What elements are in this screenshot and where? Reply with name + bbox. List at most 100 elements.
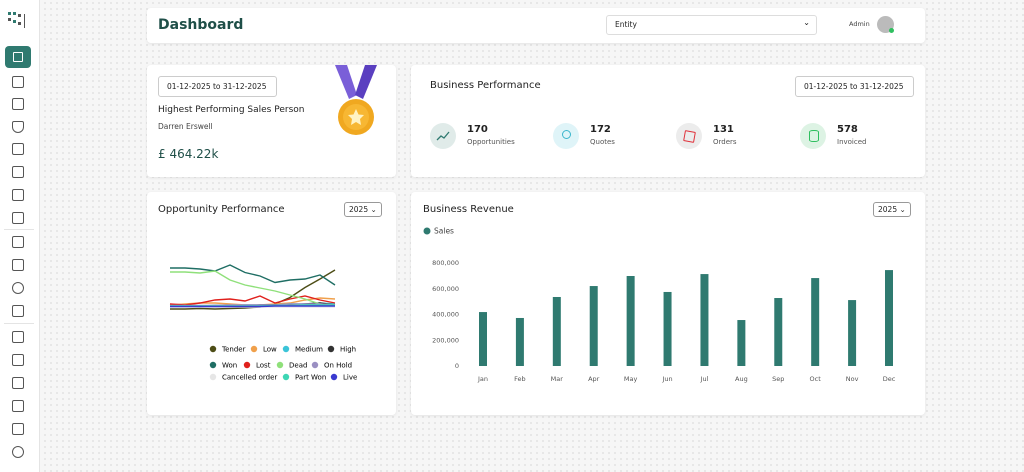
sidebar [0, 0, 40, 472]
card-title: Highest Performing Sales Person [158, 105, 305, 115]
legend-label: High [340, 346, 356, 354]
legend-marker [243, 361, 251, 369]
chart-title: Opportunity Performance [158, 204, 285, 215]
x-tick-label: May [624, 375, 638, 383]
legend-label: Part Won [295, 374, 326, 382]
legend-marker [311, 361, 319, 369]
opportunity-card: Opportunity Performance 2025 ⌄ Tender Low… [147, 192, 396, 415]
nav-icon[interactable] [12, 377, 24, 389]
amount: £ 464.22k [158, 147, 219, 161]
x-tick-label: Jun [661, 375, 672, 383]
year-select-text: 2025 [349, 205, 369, 214]
bar [848, 300, 857, 366]
year-select[interactable]: 2025 ⌄ [873, 202, 911, 217]
bar [552, 296, 561, 366]
y-tick-label: 200,000 [432, 336, 459, 344]
x-tick-label: Oct [810, 375, 822, 383]
entity-select[interactable]: Entity ⌄ [606, 15, 817, 35]
legend-label: Won [222, 362, 237, 370]
x-tick-label: Mar [551, 375, 564, 383]
stat-value: 578 [837, 124, 858, 135]
revenue-card: Business Revenue 2025 ⌄ 0 200,000 400,000 6… [411, 192, 925, 415]
bar [589, 286, 598, 366]
nav-icon[interactable] [12, 189, 24, 201]
series-line [170, 305, 335, 308]
bar [737, 320, 746, 366]
x-tick-label: Nov [846, 375, 859, 383]
x-tick-label: Dec [883, 375, 896, 383]
legend-label: Low [263, 346, 277, 354]
stat-label: Invoiced [837, 138, 867, 146]
bar [811, 278, 820, 366]
legend-label: Tender [221, 346, 246, 354]
x-tick-label: Aug [735, 375, 748, 383]
bar [663, 291, 672, 366]
legend-marker [330, 373, 338, 381]
series-line [170, 270, 336, 306]
nav-icon[interactable] [12, 423, 24, 435]
date-range[interactable]: 01-12-2025 to 31-12-2025 [158, 76, 277, 97]
legend-label: Lost [256, 362, 271, 370]
legend-marker [327, 345, 335, 353]
nav-icon[interactable] [12, 143, 24, 155]
stat-label: Orders [713, 138, 737, 146]
nav-home[interactable] [5, 46, 31, 68]
person-name: Darren Erswell [158, 122, 213, 131]
bar [774, 298, 783, 366]
header: Dashboard Entity ⌄ Admin [147, 8, 925, 43]
stat-value: 131 [713, 124, 734, 135]
legend-marker [209, 345, 217, 353]
date-range[interactable]: 01-12-2025 to 31-12-2025 [795, 76, 914, 97]
legend-marker [209, 373, 217, 381]
legend-label: Medium [295, 346, 323, 354]
entity-select-text: Entity [615, 20, 637, 29]
nav-icon[interactable] [12, 166, 24, 178]
legend-label: On Hold [324, 362, 352, 370]
nav-icon[interactable] [12, 331, 24, 343]
stat-value: 170 [467, 124, 488, 135]
legend-marker [423, 227, 431, 235]
bar [626, 276, 635, 366]
nav-icon[interactable] [12, 259, 24, 271]
bar [479, 312, 487, 366]
stat-value: 172 [590, 124, 611, 135]
bar [515, 317, 524, 366]
card-title: Business Performance [430, 80, 541, 91]
legend-label: Dead [289, 362, 307, 370]
year-select[interactable]: 2025 ⌄ [344, 202, 382, 217]
legend-marker [282, 373, 290, 381]
page-title: Dashboard [158, 17, 244, 33]
legend-label: Live [343, 374, 357, 382]
chart-title: Business Revenue [423, 204, 514, 215]
x-tick-label: Sep [772, 375, 784, 383]
legend-label: Cancelled order [222, 374, 277, 382]
nav-icon[interactable] [12, 282, 24, 294]
nav-icon[interactable] [12, 76, 24, 88]
nav-icon[interactable] [12, 400, 24, 412]
x-tick-label: Jan [477, 375, 488, 383]
series-line [169, 295, 336, 306]
sales-person-card: 01-12-2025 to 31-12-2025 Highest Perform… [147, 65, 396, 177]
nav-icon[interactable] [12, 354, 24, 366]
opportunity-chart: Tender Low Medium High Won Lost Dead On Hold Can… [169, 264, 357, 382]
nav-icon[interactable] [12, 446, 24, 458]
y-tick-label: 0 [455, 362, 459, 370]
nav-icon[interactable] [12, 98, 24, 110]
bar [700, 274, 709, 366]
stat-label: Quotes [590, 138, 615, 146]
legend-marker [209, 361, 217, 369]
y-tick-label: 400,000 [432, 311, 459, 319]
nav-icon[interactable] [12, 305, 24, 317]
legend-marker [250, 345, 258, 353]
series-line [170, 264, 336, 286]
year-select-text: 2025 [878, 205, 898, 214]
nav-icon[interactable] [12, 212, 24, 224]
user-name: Admin [849, 20, 870, 28]
logo [8, 12, 25, 28]
nav-icon[interactable] [12, 121, 24, 133]
y-tick-label: 600,000 [432, 285, 459, 293]
x-tick-label: Jul [700, 375, 709, 383]
nav-icon[interactable] [12, 236, 24, 248]
medal [335, 65, 377, 135]
